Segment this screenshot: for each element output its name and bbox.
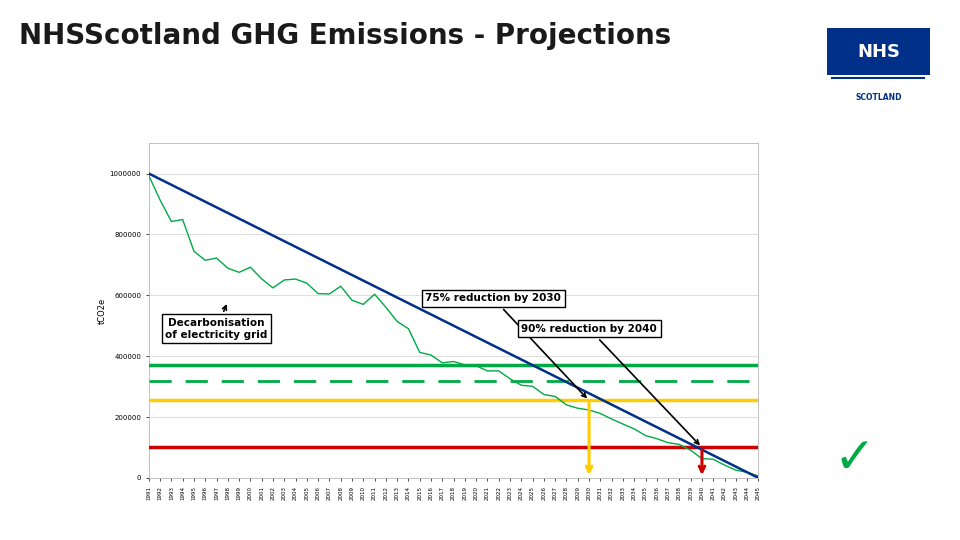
Text: 75% reduction by 2030: 75% reduction by 2030 (425, 293, 586, 397)
Y-axis label: tCO2e: tCO2e (98, 298, 107, 323)
Text: SCOTLAND: SCOTLAND (855, 93, 901, 102)
Text: NHS: NHS (857, 43, 900, 60)
FancyBboxPatch shape (827, 29, 930, 75)
Text: 90% reduction by 2040: 90% reduction by 2040 (521, 324, 699, 444)
Text: NHSScotland GHG Emissions - Projections: NHSScotland GHG Emissions - Projections (19, 22, 671, 50)
Text: Decarbonisation
of electricity grid: Decarbonisation of electricity grid (165, 306, 268, 340)
Text: ✓: ✓ (833, 435, 876, 483)
